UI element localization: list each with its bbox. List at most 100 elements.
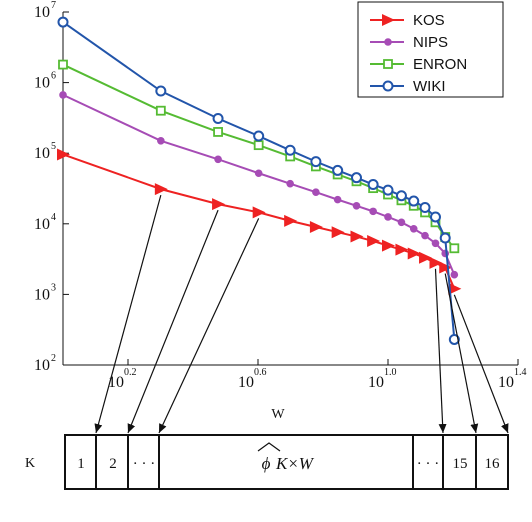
legend-marker-kos [382,14,395,26]
pointer-arrow [434,268,447,434]
data-point-wiki [332,164,344,176]
y-tick-label: 10 [34,286,50,303]
data-point-nips [397,218,406,227]
legend-label-nips: NIPS [413,34,448,51]
data-point-kos [212,198,226,211]
data-point-wiki [419,202,431,214]
data-point-nips [384,213,392,221]
data-point-kos [395,243,409,256]
data-point-wiki [448,333,460,345]
data-point-enron [253,140,264,151]
data-point-nips [254,169,263,178]
x-tick-exponent: 0.6 [254,367,267,378]
phi-label: ϕ K×W [257,442,315,473]
legend-label-kos: KOS [413,12,445,29]
legend-marker-nips [384,38,392,46]
data-point-nips [214,155,222,164]
k-row-label: K [25,456,35,471]
data-point-kos [154,183,168,196]
series-layer [57,16,462,345]
cell-16: 16 [485,456,501,472]
arrows [94,194,509,434]
data-point-nips [369,207,377,216]
data-point-nips [286,179,294,188]
data-point-wiki [408,195,420,207]
data-point-wiki [439,232,451,244]
x-tick-exponent: 1.0 [384,367,397,378]
pointer-arrow [453,294,509,434]
phi-hat [257,442,281,452]
data-point-kos [57,148,70,161]
y-tick-exponent: 3 [51,282,56,293]
cell-ellipsis-left: · · · [133,456,156,472]
cell-2: 2 [109,456,117,472]
data-point-nips [157,136,165,145]
diagram: W K 1 2 · · · · · · 15 16 ϕ K×W [25,407,509,490]
data-point-kos [448,282,462,295]
cell-ellipsis-right: · · · [417,456,440,472]
data-point-nips [312,188,320,197]
y-tick-label: 10 [34,4,50,21]
data-point-nips [431,239,440,248]
data-point-enron [155,105,166,116]
x-tick-label: 10 [238,374,254,391]
y-tick-label: 10 [34,357,50,374]
series-nips [59,91,459,279]
data-point-enron [449,243,460,254]
legend-label-wiki: WIKI [413,78,446,95]
data-point-kos [252,206,266,219]
data-point-kos [284,214,298,227]
x-tick-exponent: 1.4 [514,367,527,378]
cell-15: 15 [453,456,468,472]
x-tick-label: 10 [498,374,514,391]
data-point-kos [381,239,395,252]
data-point-wiki [367,179,379,191]
legend-marker-enron [383,59,393,69]
data-point-wiki [253,130,265,142]
pointer-arrow [158,218,260,434]
pointer-arrow [127,209,219,434]
y-tick-exponent: 7 [51,0,56,11]
data-point-kos [309,221,323,234]
data-point-wiki [429,211,441,223]
data-point-wiki [395,190,407,202]
data-point-kos [429,256,443,269]
cell-1: 1 [77,456,85,472]
x-tick-label: 10 [108,374,124,391]
data-point-wiki [382,184,394,196]
x-tick-exponent: 0.2 [124,367,137,378]
data-point-nips [441,249,450,258]
data-point-kos [419,251,433,264]
data-point-nips [333,195,342,204]
matrix-outline [64,434,509,490]
y-tick-exponent: 2 [51,353,56,364]
data-point-wiki [57,16,69,28]
y-tick-label: 10 [34,75,50,92]
data-point-nips [421,231,429,240]
legend-marker-wiki [382,80,394,92]
data-point-wiki [212,113,224,125]
series-line-nips [62,93,456,276]
data-point-wiki [351,172,363,184]
phi-subscript: K×W [275,454,315,473]
data-point-kos [439,261,453,274]
data-point-nips [59,91,67,99]
legend: KOS NIPS ENRON WIKI [357,1,504,98]
series-line-wiki [62,21,456,340]
pointer-arrow [444,273,479,434]
data-point-nips [409,224,418,233]
data-point-wiki [284,144,296,156]
data-point-enron [213,127,223,137]
data-point-kos [367,235,381,248]
pointer-arrow [94,194,162,434]
data-point-wiki [310,156,322,168]
data-point-nips [352,201,361,210]
phi-symbol: ϕ [262,454,271,473]
data-point-kos [331,226,345,239]
y-tick-exponent: 6 [51,71,56,82]
x-tick-label: 10 [368,374,384,391]
legend-label-enron: ENRON [413,56,467,73]
